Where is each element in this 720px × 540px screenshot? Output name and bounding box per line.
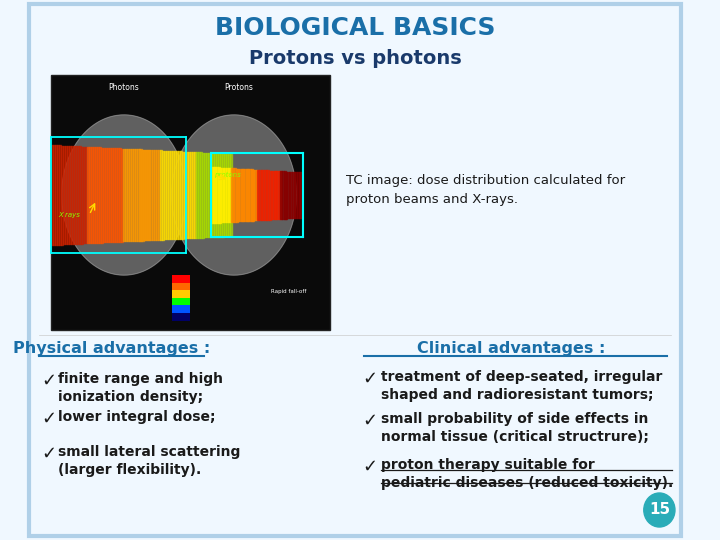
FancyBboxPatch shape (171, 313, 190, 321)
Text: treatment of deep-seated, irregular
shaped and radioresistant tumors;: treatment of deep-seated, irregular shap… (381, 370, 662, 402)
FancyBboxPatch shape (50, 75, 330, 330)
Text: Protons: Protons (224, 83, 253, 91)
FancyBboxPatch shape (171, 282, 190, 291)
FancyBboxPatch shape (29, 4, 681, 536)
Text: Rapid fall-off: Rapid fall-off (271, 289, 307, 294)
Text: Clinical advantages :: Clinical advantages : (417, 341, 605, 355)
Text: TC image: dose distribution calculated for
proton beams and X-rays.: TC image: dose distribution calculated f… (346, 174, 625, 206)
Text: X rays: X rays (58, 212, 80, 218)
Text: protons: protons (214, 172, 240, 178)
FancyBboxPatch shape (171, 290, 190, 298)
Text: ✓: ✓ (42, 372, 57, 390)
Text: proton therapy suitable for
pediatric diseases (reduced toxicity).: proton therapy suitable for pediatric di… (381, 458, 673, 490)
Text: lower integral dose;: lower integral dose; (58, 410, 215, 424)
Polygon shape (171, 115, 297, 275)
Text: ✓: ✓ (362, 412, 377, 430)
Polygon shape (62, 115, 186, 275)
Text: 15: 15 (649, 503, 670, 517)
Text: ✓: ✓ (362, 458, 377, 476)
Text: Physical advantages :: Physical advantages : (14, 341, 211, 355)
Circle shape (644, 493, 675, 527)
Text: BIOLOGICAL BASICS: BIOLOGICAL BASICS (215, 16, 495, 40)
Text: Photons: Photons (109, 83, 140, 91)
Text: ✓: ✓ (42, 410, 57, 428)
FancyBboxPatch shape (171, 298, 190, 306)
Text: finite range and high
ionization density;: finite range and high ionization density… (58, 372, 223, 404)
Text: small lateral scattering
(larger flexibility).: small lateral scattering (larger flexibi… (58, 445, 240, 477)
Text: ✓: ✓ (42, 445, 57, 463)
Text: Protons vs photons: Protons vs photons (248, 49, 462, 68)
Text: ✓: ✓ (362, 370, 377, 388)
Text: small probability of side effects in
normal tissue (critical structrure);: small probability of side effects in nor… (381, 412, 649, 444)
FancyBboxPatch shape (171, 305, 190, 313)
FancyBboxPatch shape (171, 275, 190, 283)
